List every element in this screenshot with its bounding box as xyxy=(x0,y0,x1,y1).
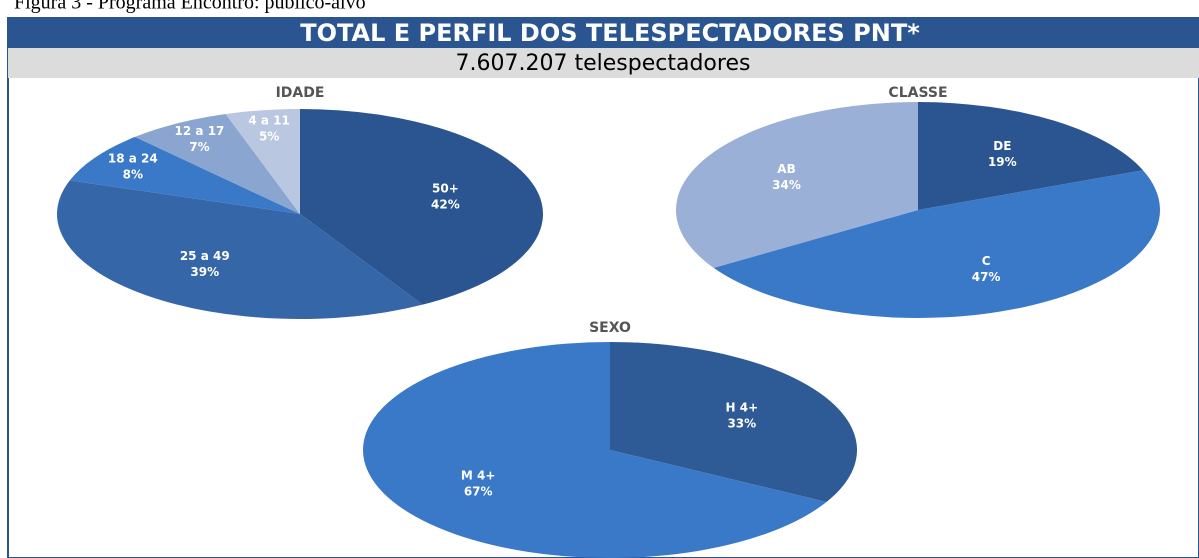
slice-value-label: 67% xyxy=(464,485,493,499)
header-subtitle: 7.607.207 telespectadores xyxy=(456,51,751,76)
pie-slice xyxy=(610,342,857,503)
slice-value-label: 7% xyxy=(189,140,209,154)
slice-value-label: 33% xyxy=(727,416,756,430)
slice-label: 25 a 49 xyxy=(180,249,230,263)
pie-slice xyxy=(676,102,918,268)
slice-label: AB xyxy=(777,162,795,176)
slice-label: 50+ xyxy=(432,181,459,195)
caption: Figura 3 - Programa Encontro: público-al… xyxy=(14,0,366,14)
pie-slice xyxy=(57,180,423,319)
pie-slice xyxy=(713,170,1160,318)
slice-label: 4 a 11 xyxy=(248,113,290,127)
slice-value-label: 47% xyxy=(972,270,1001,284)
slice-value-label: 39% xyxy=(190,265,219,279)
slice-value-label: 42% xyxy=(431,197,460,211)
slice-label: H 4+ xyxy=(726,400,759,414)
pie-title: IDADE xyxy=(276,85,325,101)
header-title: TOTAL E PERFIL DOS TELESPECTADORES PNT* xyxy=(300,19,920,47)
slice-value-label: 8% xyxy=(123,168,143,182)
slice-label: DE xyxy=(993,139,1011,153)
slice-label: 18 a 24 xyxy=(108,152,158,166)
slice-value-label: 19% xyxy=(988,155,1017,169)
pie-slice xyxy=(225,109,300,214)
pie-slice xyxy=(918,102,1144,210)
pie-slice xyxy=(300,109,543,305)
pie-title: CLASSE xyxy=(888,85,947,101)
pie-slice xyxy=(134,114,300,214)
slice-label: 12 a 17 xyxy=(175,124,225,138)
slice-label: M 4+ xyxy=(461,469,496,483)
pie-slice xyxy=(69,136,300,214)
header-bar xyxy=(8,18,1199,48)
pie-slice xyxy=(363,342,827,558)
pie-title: SEXO xyxy=(589,320,631,336)
slice-value-label: 5% xyxy=(259,129,279,143)
subtitle-bar xyxy=(8,48,1199,78)
slice-value-label: 34% xyxy=(772,178,801,192)
slice-label: C xyxy=(982,254,991,268)
